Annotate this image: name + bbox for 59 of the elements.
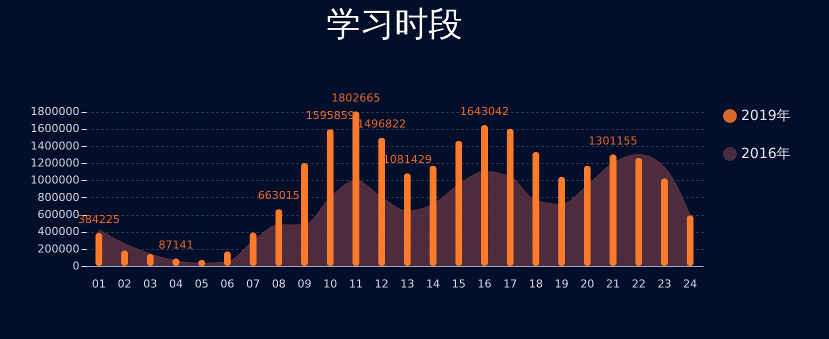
y-tick-label: 0 bbox=[72, 260, 80, 272]
x-tick-label: 07 bbox=[246, 278, 260, 290]
bar bbox=[584, 166, 591, 266]
bar bbox=[378, 138, 386, 266]
x-tick-label: 19 bbox=[554, 278, 569, 290]
x-tick-label: 13 bbox=[400, 278, 414, 290]
chart-title: 学习时段 bbox=[326, 4, 462, 44]
y-tick-label: 1400000 bbox=[30, 139, 80, 152]
bar bbox=[404, 173, 411, 266]
x-tick-label: 15 bbox=[452, 278, 466, 290]
legend-label: 2016年 bbox=[741, 146, 791, 162]
x-tick-label: 02 bbox=[118, 278, 132, 290]
x-tick-label: 08 bbox=[272, 278, 286, 290]
bar bbox=[506, 128, 514, 266]
x-tick-label: 12 bbox=[374, 278, 389, 290]
data-label: 1802665 bbox=[331, 91, 380, 104]
x-tick-label: 05 bbox=[194, 278, 209, 290]
x-tick-label: 21 bbox=[606, 278, 620, 290]
x-tick-label: 09 bbox=[298, 278, 312, 290]
x-tick-label: 23 bbox=[657, 278, 672, 290]
bar bbox=[480, 125, 488, 266]
x-tick-label: 16 bbox=[477, 278, 492, 290]
x-tick-label: 01 bbox=[92, 278, 106, 290]
y-tick-label: 600000 bbox=[38, 208, 80, 222]
y-tick-label: 1800000 bbox=[30, 105, 80, 118]
y-tick-label: 200000 bbox=[38, 242, 80, 256]
data-label: 1643042 bbox=[460, 105, 509, 118]
x-tick-label: 24 bbox=[683, 278, 698, 290]
x-tick-label: 04 bbox=[168, 278, 183, 290]
x-tick-label: 14 bbox=[426, 278, 440, 290]
data-label: 663015 bbox=[258, 189, 300, 202]
x-tick-label: 10 bbox=[323, 278, 338, 290]
bar bbox=[558, 176, 566, 266]
data-label: 1301155 bbox=[588, 134, 638, 148]
y-tick-label: 1600000 bbox=[30, 122, 80, 136]
bar bbox=[635, 158, 642, 266]
x-tick-label: 03 bbox=[143, 278, 158, 290]
y-tick-label: 800000 bbox=[38, 190, 80, 204]
bar bbox=[660, 178, 668, 266]
data-label: 87141 bbox=[158, 238, 194, 252]
bar bbox=[326, 129, 334, 266]
y-tick-label: 1200000 bbox=[30, 156, 80, 170]
x-tick-label: 06 bbox=[220, 278, 234, 290]
bar bbox=[532, 152, 540, 266]
x-tick-label: 11 bbox=[348, 278, 363, 290]
y-tick-label: 1000000 bbox=[30, 174, 80, 187]
x-tick-label: 20 bbox=[580, 278, 594, 290]
bar bbox=[610, 154, 617, 266]
bar bbox=[455, 140, 462, 266]
y-tick-label: 400000 bbox=[38, 225, 80, 238]
bar bbox=[275, 209, 282, 266]
data-label: 384225 bbox=[78, 213, 120, 226]
x-tick-label: 22 bbox=[632, 278, 646, 290]
bar bbox=[301, 163, 308, 266]
bar bbox=[352, 111, 360, 266]
bar bbox=[430, 166, 437, 266]
x-tick-label: 17 bbox=[503, 278, 518, 290]
legend-label: 2019年 bbox=[741, 108, 791, 124]
x-tick-label: 18 bbox=[528, 278, 543, 290]
